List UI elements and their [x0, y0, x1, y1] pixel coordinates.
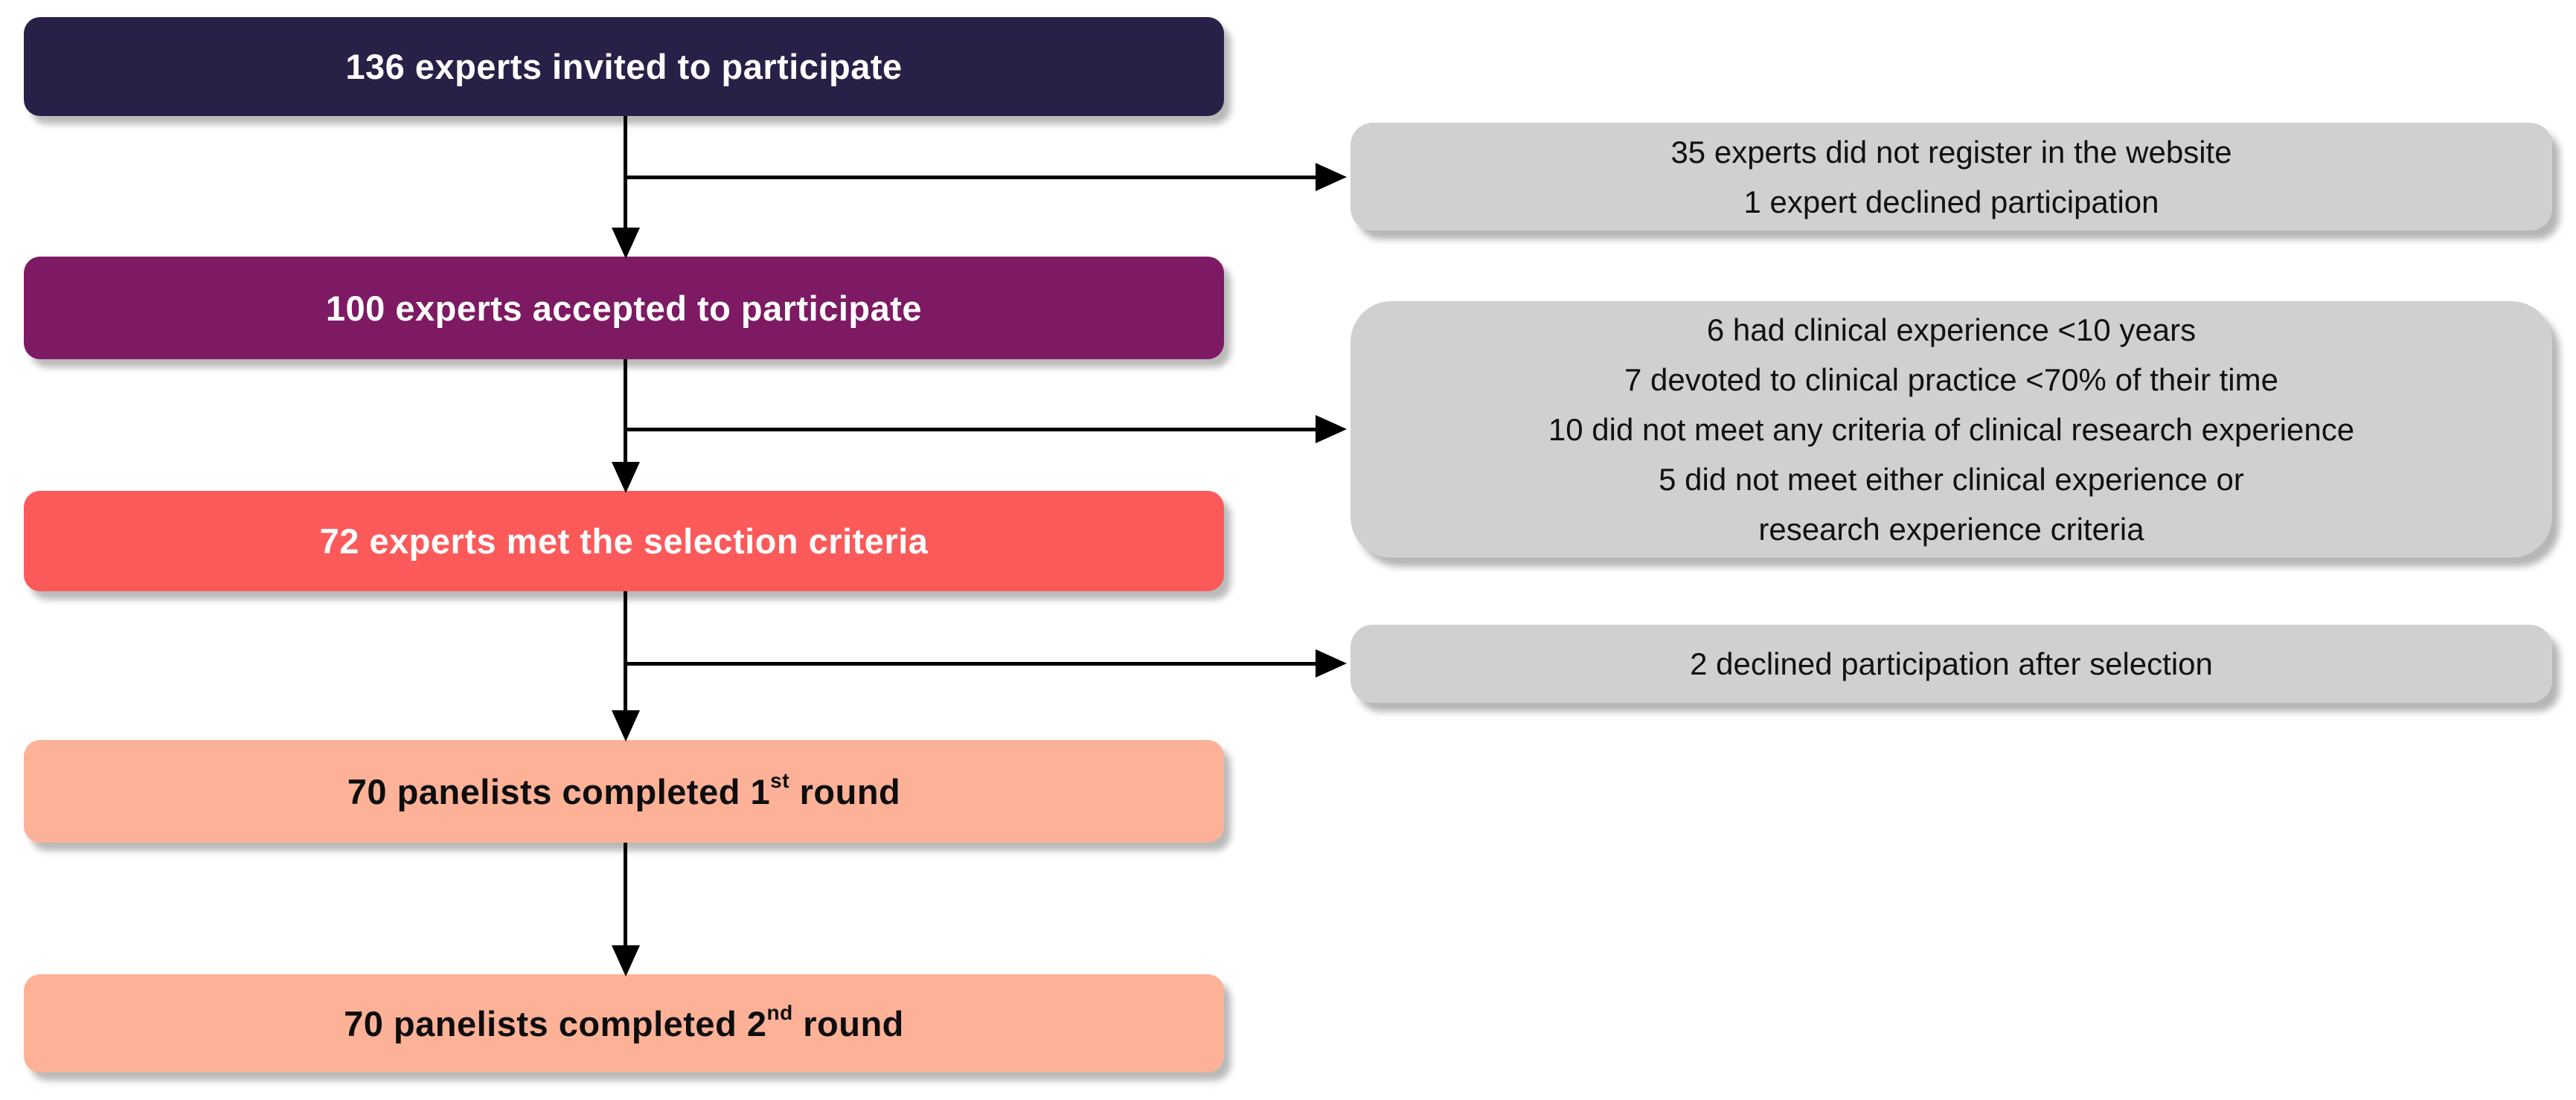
stage-label-round1-ordinal: st — [770, 768, 790, 792]
stage-label-accepted: 100 experts accepted to participate — [325, 288, 923, 328]
stage-box-accepted: 100 experts accepted to participate — [24, 257, 1224, 359]
exclusion-box-selection-criteria: 6 had clinical experience <10 years 7 de… — [1351, 301, 2552, 558]
stage-label-round1-suffix: round — [789, 771, 901, 811]
arrow-down-icon — [612, 710, 640, 742]
exclusion-line: 7 devoted to clinical practice <70% of t… — [1624, 362, 2278, 397]
stage-box-round2: 70 panelists completed 2nd round — [24, 974, 1224, 1072]
arrow-down-met-criteria-to-round1 — [624, 591, 627, 710]
arrow-down-invited-to-accepted — [624, 116, 627, 228]
stage-label-round2-prefix: 70 panelists completed 2 — [344, 1003, 767, 1043]
exclusion-line: 10 did not meet any criteria of clinical… — [1548, 412, 2355, 447]
arrow-down-icon — [612, 228, 640, 259]
stage-box-met-criteria: 72 experts met the selection criteria — [24, 491, 1224, 591]
stage-label-round1-prefix: 70 panelists completed 1 — [347, 771, 771, 811]
arrow-down-icon — [612, 945, 640, 977]
exclusion-line: 35 experts did not register in the websi… — [1670, 134, 2232, 170]
stage-box-round1: 70 panelists completed 1st round — [24, 740, 1224, 843]
arrow-right-to-exclusion-1 — [625, 176, 1316, 179]
arrow-right-icon — [1316, 649, 1347, 678]
exclusion-box-registration: 35 experts did not register in the websi… — [1351, 123, 2552, 231]
stage-label-round2-ordinal: nd — [766, 1000, 793, 1024]
stage-label-round2-suffix: round — [792, 1003, 904, 1043]
stage-label-round2: 70 panelists completed 2nd round — [344, 1000, 904, 1044]
arrow-right-to-exclusion-3 — [625, 662, 1316, 666]
arrow-right-icon — [1316, 163, 1347, 191]
exclusion-box-declined-after-selection: 2 declined participation after selection — [1351, 625, 2552, 703]
arrow-down-round1-to-round2 — [624, 843, 627, 945]
stage-label-round1: 70 panelists completed 1st round — [347, 768, 901, 812]
exclusion-line: 6 had clinical experience <10 years — [1706, 312, 2197, 347]
exclusion-line: 5 did not meet either clinical experienc… — [1659, 462, 2244, 497]
exclusion-line: 2 declined participation after selection — [1690, 646, 2213, 681]
stage-label-invited: 136 experts invited to participate — [345, 47, 903, 86]
arrow-down-accepted-to-met-criteria — [624, 359, 627, 462]
exclusion-line: 1 expert declined participation — [1743, 184, 2159, 219]
stage-label-met-criteria: 72 experts met the selection criteria — [319, 521, 929, 561]
arrow-right-to-exclusion-2 — [625, 428, 1316, 431]
exclusion-line: research experience criteria — [1758, 512, 2144, 547]
arrow-right-icon — [1316, 415, 1347, 443]
stage-box-invited: 136 experts invited to participate — [24, 17, 1224, 116]
arrow-down-icon — [612, 462, 640, 493]
